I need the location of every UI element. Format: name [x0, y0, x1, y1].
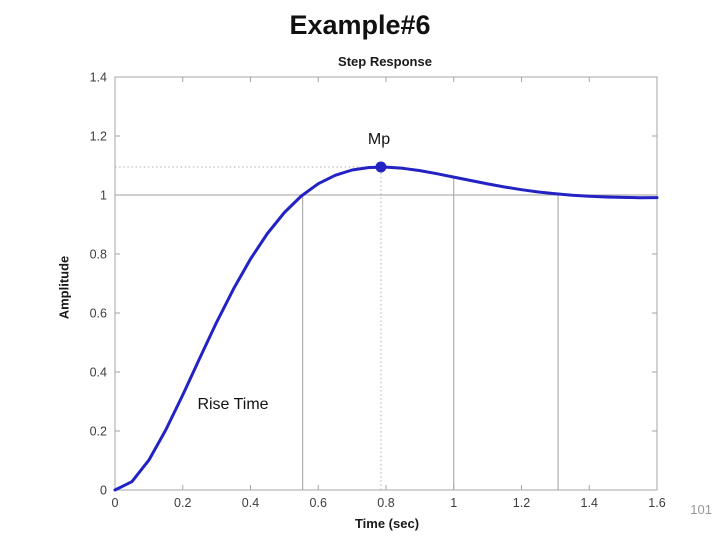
y-tick-label: 1.2	[90, 130, 107, 144]
x-tick-label: 0.2	[174, 496, 191, 510]
y-tick-label: 0.2	[90, 425, 107, 439]
x-tick-label: 0.4	[242, 496, 259, 510]
x-tick-label: 1	[450, 496, 457, 510]
slide-title: Example#6	[289, 10, 431, 40]
plot-border	[114, 76, 658, 491]
x-tick-label: 1.6	[648, 496, 665, 510]
y-tick-label: 1	[100, 189, 107, 203]
x-tick-label: 1.2	[513, 496, 530, 510]
x-tick-label: 0	[112, 496, 119, 510]
y-tick-label: 0.6	[90, 307, 107, 321]
chart-title: Step Response	[338, 54, 432, 69]
x-tick-label: 0.8	[377, 496, 394, 510]
x-tick-label: 0.6	[310, 496, 327, 510]
page-number: 101	[690, 502, 712, 517]
y-axis-label: Amplitude	[56, 255, 72, 320]
y-tick-label: 0	[100, 484, 107, 498]
peak-marker	[375, 161, 387, 173]
rise-time-annotation: Rise Time	[197, 396, 269, 413]
x-tick-label: 1.4	[581, 496, 598, 510]
y-tick-label: 1.4	[90, 71, 107, 85]
x-axis-label: Time (sec)	[354, 516, 420, 531]
peak-overshoot-annotation: Mp	[367, 131, 391, 148]
y-tick-label: 0.4	[90, 366, 107, 380]
y-tick-label: 0.8	[90, 248, 107, 262]
